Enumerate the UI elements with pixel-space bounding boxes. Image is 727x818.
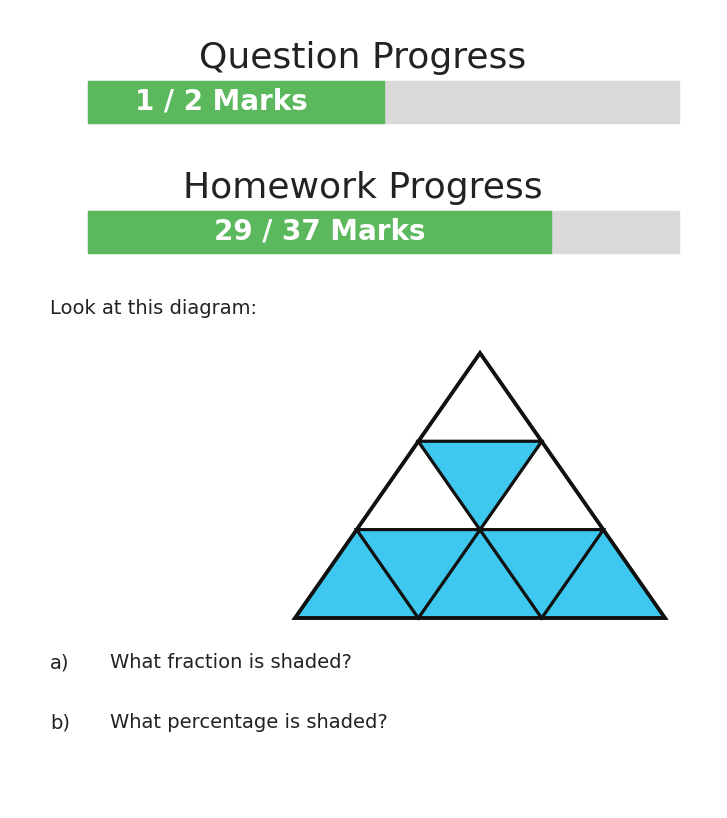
Text: a): a): [50, 654, 70, 672]
Polygon shape: [480, 442, 603, 530]
Text: Look at this diagram:: Look at this diagram:: [50, 299, 257, 317]
Bar: [88, 81, 384, 123]
Text: 1 / 2 Marks: 1 / 2 Marks: [134, 88, 308, 116]
Polygon shape: [418, 530, 542, 618]
Polygon shape: [418, 353, 542, 442]
Text: Question Progress: Question Progress: [199, 41, 526, 75]
Polygon shape: [357, 442, 480, 530]
Polygon shape: [418, 442, 542, 530]
Text: 29 / 37 Marks: 29 / 37 Marks: [214, 218, 425, 246]
Polygon shape: [357, 530, 480, 618]
Polygon shape: [542, 530, 665, 618]
Text: What percentage is shaded?: What percentage is shaded?: [110, 713, 387, 732]
Bar: [88, 81, 679, 123]
Polygon shape: [480, 530, 603, 618]
Text: What fraction is shaded?: What fraction is shaded?: [110, 654, 352, 672]
Polygon shape: [295, 530, 418, 618]
Text: Homework Progress: Homework Progress: [183, 171, 543, 205]
Bar: [88, 211, 551, 253]
Bar: [88, 211, 679, 253]
Text: b): b): [50, 713, 70, 732]
